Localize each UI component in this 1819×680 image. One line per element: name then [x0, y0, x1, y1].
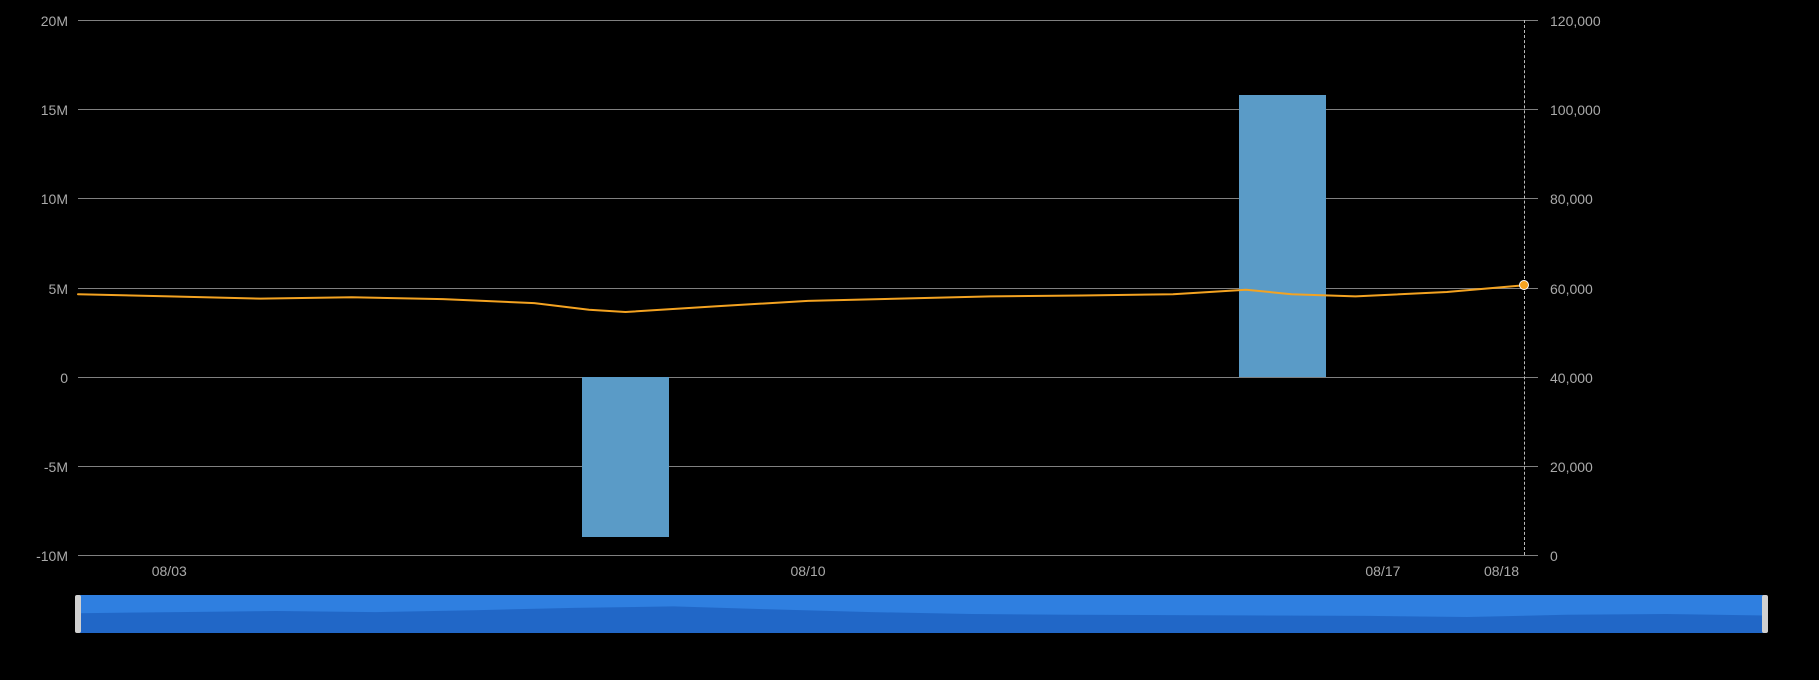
y-right-tick-label: 40,000 [1550, 370, 1593, 386]
y-left-tick-label: 15M [41, 102, 68, 118]
y-right-tick-label: 80,000 [1550, 191, 1593, 207]
y-right-tick-label: 60,000 [1550, 281, 1593, 297]
y-right-tick-label: 100,000 [1550, 102, 1601, 118]
y-left-tick-label: 20M [41, 13, 68, 29]
plot-area [78, 20, 1538, 555]
brush-area [78, 595, 1765, 633]
x-tick-label: 08/03 [152, 563, 187, 579]
y-left-tick-label: 10M [41, 191, 68, 207]
chart-container: 20M 15M 10M 5M 0 -5M -10M 120,000 100,000 80,000… [0, 0, 1819, 680]
y-left-tick-label: 0 [60, 370, 68, 386]
brush-handle-left[interactable] [75, 595, 81, 633]
range-brush[interactable] [78, 595, 1765, 633]
line-series [78, 20, 1538, 555]
x-tick-label: 08/17 [1365, 563, 1400, 579]
brush-handle-right[interactable] [1762, 595, 1768, 633]
gridline [78, 555, 1538, 556]
x-tick-label: 08/10 [790, 563, 825, 579]
x-tick-label: 08/18 [1484, 563, 1519, 579]
y-right-tick-label: 20,000 [1550, 459, 1593, 475]
y-left-tick-label: 5M [49, 281, 68, 297]
y-right-tick-label: 120,000 [1550, 13, 1601, 29]
y-left-tick-label: -10M [36, 548, 68, 564]
y-left-tick-label: -5M [44, 459, 68, 475]
y-right-tick-label: 0 [1550, 548, 1558, 564]
